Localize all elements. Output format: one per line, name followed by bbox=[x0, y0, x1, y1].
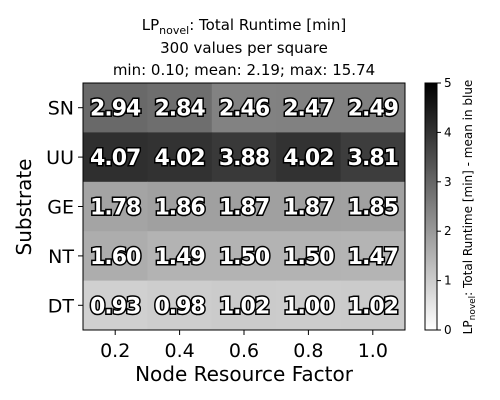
heatmap-cell bbox=[211, 280, 277, 331]
cell-value-label: 2.84 bbox=[154, 97, 205, 122]
x-axis-ticks: 0.2 0.4 0.6 0.8 1.0 bbox=[100, 330, 388, 362]
heatmap-cell bbox=[147, 181, 213, 232]
heatmap-cell bbox=[211, 181, 277, 232]
heatmap-cell bbox=[276, 181, 342, 232]
heatmap-cell bbox=[147, 280, 213, 331]
x-tick-label: 0.2 bbox=[100, 340, 130, 362]
chart-title-prefix: LP bbox=[142, 16, 159, 34]
cell-value-label: 1.47 bbox=[348, 245, 398, 270]
cell-value-label: 1.86 bbox=[154, 196, 205, 221]
heatmap-cell bbox=[83, 280, 148, 331]
cell-value-label: 1.02 bbox=[348, 294, 398, 319]
colorbar-ticks: 0 1 2 3 4 5 bbox=[437, 76, 452, 337]
colorbar-tick-label: 1 bbox=[444, 274, 452, 288]
colorbar-tick-label: 2 bbox=[444, 224, 452, 238]
cell-value-label: 4.02 bbox=[283, 146, 333, 171]
y-tick-label: UU bbox=[46, 147, 74, 169]
cell-value-label: 3.81 bbox=[348, 146, 398, 171]
cell-value-label: 0.93 bbox=[90, 294, 140, 319]
heatmap-cell bbox=[211, 83, 277, 133]
colorbar-label: LPnovel: Total Runtime [min] - mean in b… bbox=[461, 80, 478, 335]
cell-value-label: 1.50 bbox=[219, 245, 270, 270]
colorbar-tick-label: 5 bbox=[444, 76, 452, 90]
cell-value-label: 4.07 bbox=[90, 146, 140, 171]
cell-value-label: 1.60 bbox=[90, 245, 141, 270]
colorbar-tick-label: 3 bbox=[444, 175, 452, 189]
heatmap-cell bbox=[211, 132, 277, 183]
colorbar-label-subscript: novel bbox=[468, 296, 478, 321]
heatmap-cell bbox=[83, 132, 148, 183]
cell-value-label: 2.47 bbox=[283, 97, 333, 122]
cell-value-label: 1.85 bbox=[348, 196, 398, 221]
heatmap-cell bbox=[276, 83, 342, 133]
colorbar-label-prefix: LP bbox=[461, 320, 475, 334]
y-tick-label: SN bbox=[48, 98, 74, 120]
chart-title-line2: 300 values per square bbox=[160, 39, 328, 57]
cell-value-label: 2.46 bbox=[219, 97, 270, 122]
x-tick-label: 0.6 bbox=[229, 340, 259, 362]
y-axis-label: Substrate bbox=[12, 159, 36, 256]
chart-title-line3: min: 0.10; mean: 2.19; max: 15.74 bbox=[113, 61, 375, 79]
colorbar-label-rest: : Total Runtime [min] - mean in blue bbox=[461, 80, 475, 296]
cell-value-label: 0.98 bbox=[154, 294, 204, 319]
y-tick-label: DT bbox=[48, 295, 75, 317]
heatmap-cells bbox=[83, 83, 406, 331]
x-tick-label: 0.4 bbox=[164, 340, 194, 362]
cell-value-label: 2.49 bbox=[348, 97, 398, 122]
y-axis-ticks: SN UU GE NT DT bbox=[46, 98, 83, 317]
cell-value-label: 1.78 bbox=[90, 196, 140, 221]
cell-value-label: 1.00 bbox=[283, 294, 334, 319]
heatmap-cell bbox=[211, 231, 277, 282]
colorbar bbox=[424, 82, 438, 331]
chart-title-line1: LPnovel: Total Runtime [min] bbox=[142, 16, 346, 37]
x-tick-label: 1.0 bbox=[358, 340, 388, 362]
chart-title-rest: : Total Runtime [min] bbox=[189, 16, 346, 34]
heatmap-cell bbox=[340, 181, 406, 232]
heatmap-cell bbox=[340, 231, 406, 282]
cell-value-label: 1.49 bbox=[154, 245, 204, 270]
heatmap-cell bbox=[276, 280, 342, 331]
x-axis-label: Node Resource Factor bbox=[135, 362, 354, 386]
cell-value-label: 1.87 bbox=[283, 196, 333, 221]
y-tick-label: NT bbox=[48, 246, 74, 268]
colorbar-tick-label: 4 bbox=[444, 125, 452, 139]
heatmap-cell-labels: 2.94 2.84 2.46 2.47 2.49 4.07 4.02 3.88 4.02 3.81… bbox=[89, 95, 401, 321]
heatmap-cell bbox=[276, 231, 342, 282]
chart-title-subscript: novel bbox=[159, 24, 189, 37]
cell-value-label: 1.87 bbox=[219, 196, 269, 221]
heatmap-cell bbox=[276, 132, 342, 183]
cell-value-label: 3.88 bbox=[219, 146, 269, 171]
x-tick-label: 0.8 bbox=[293, 340, 323, 362]
colorbar-tick-label: 0 bbox=[444, 323, 452, 337]
heatmap-cell bbox=[340, 83, 406, 133]
heatmap-cell bbox=[340, 132, 406, 183]
heatmap-cell bbox=[340, 280, 406, 331]
heatmap-cell bbox=[83, 181, 148, 232]
heatmap-cell bbox=[147, 83, 213, 133]
heatmap-cell bbox=[147, 231, 213, 282]
heatmap-cell bbox=[83, 83, 148, 133]
heatmap-cell bbox=[83, 231, 148, 282]
y-tick-label: GE bbox=[47, 197, 74, 219]
cell-value-label: 1.50 bbox=[283, 245, 334, 270]
heatmap-cell bbox=[147, 132, 213, 183]
cell-value-label: 2.94 bbox=[90, 97, 141, 122]
cell-value-label: 1.02 bbox=[219, 294, 269, 319]
cell-value-label: 4.02 bbox=[154, 146, 204, 171]
